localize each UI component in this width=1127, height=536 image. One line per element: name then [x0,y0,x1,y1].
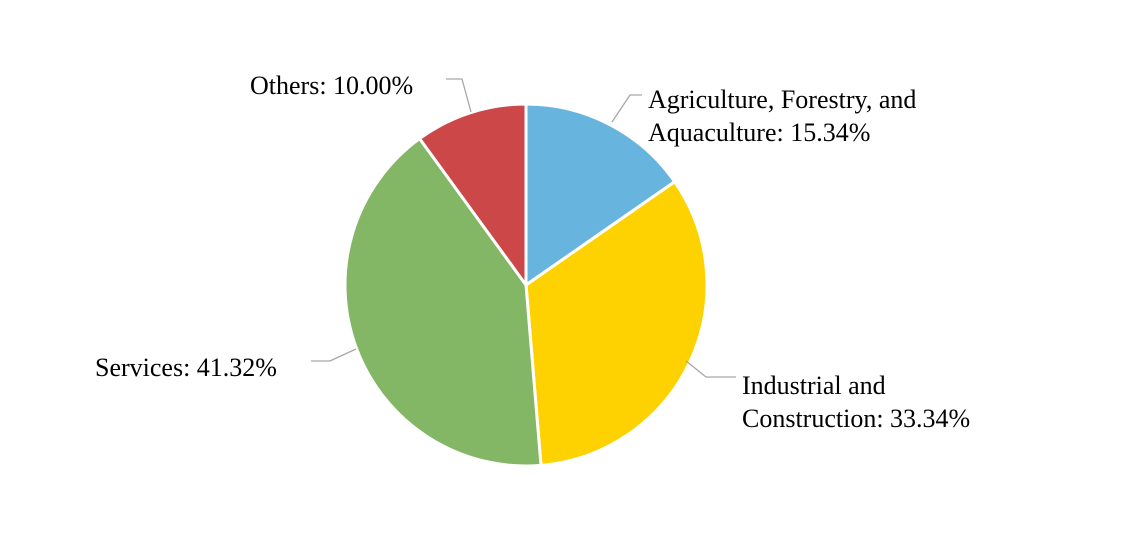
data-label-industrial: Industrial and Construction: 33.34% [742,371,970,433]
leader-line-services [311,348,357,362]
data-label-agriculture-line-1: Agriculture, Forestry, and [648,85,916,114]
pie-slice-industrial [524,180,709,467]
leader-line-agriculture [611,94,642,123]
pie-slice-others [418,102,528,287]
data-label-others-line-1: Others: 10.00% [250,71,413,100]
data-label-industrial-line-1: Industrial and [742,371,886,400]
data-label-services-line-1: Services: 41.32% [95,353,277,382]
data-label-services: Services: 41.32% [95,353,277,382]
leader-line-industrial [685,360,736,378]
data-label-others: Others: 10.00% [250,71,413,100]
label-leader-lines [311,78,736,378]
data-label-industrial-line-2: Construction: 33.34% [742,404,970,433]
data-label-agriculture: Agriculture, Forestry, and Aquaculture: … [648,85,923,147]
data-label-agriculture-line-2: Aquaculture: 15.34% [648,118,870,147]
pie-slice-agriculture [524,102,677,287]
pie-slices [343,102,709,468]
pie-slice-services [343,137,543,468]
leader-line-others [446,78,472,113]
